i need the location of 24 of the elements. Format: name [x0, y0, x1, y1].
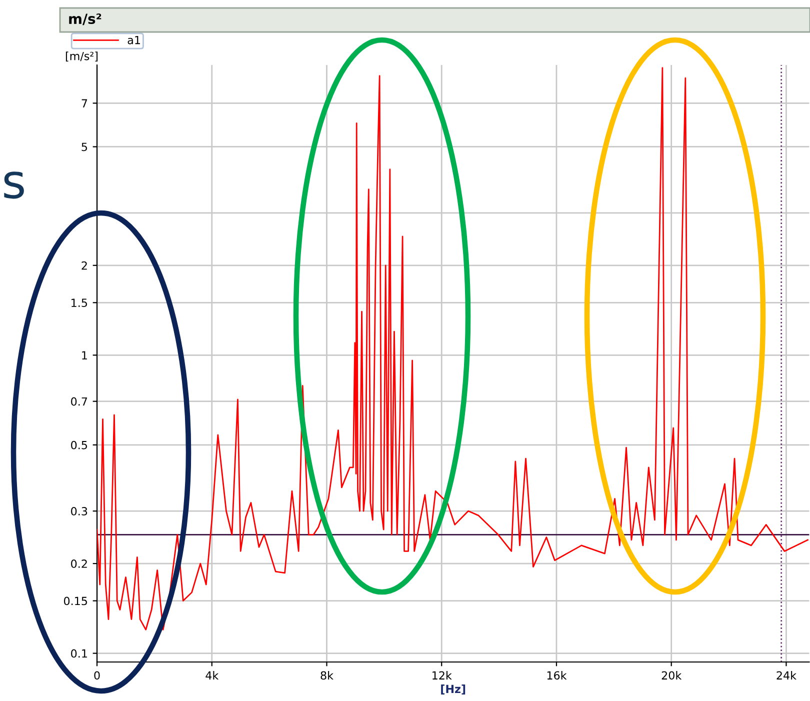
y-tick-label: 0.7	[71, 397, 88, 406]
x-tick-label: 4k	[206, 671, 219, 680]
y-tick-label: 0.2	[71, 560, 87, 568]
y-tick-label: 0.1	[71, 649, 87, 658]
y-tick-label: 0.3	[71, 507, 88, 516]
line-series	[97, 67, 808, 630]
x-axis-title: [Hz]	[441, 684, 466, 694]
x-tick-label: 0	[94, 671, 100, 680]
x-tick-label: 8k	[320, 671, 334, 680]
y-tick-label: 1.5	[72, 298, 87, 308]
y-axis-title: [m/s²]	[66, 52, 98, 62]
x-tick-label: 20k	[662, 671, 682, 680]
text: s	[4, 172, 24, 199]
y-tick-label: 1	[82, 351, 87, 360]
y-tick-label: 7	[82, 99, 88, 108]
x-tick-label: 16k	[547, 671, 567, 680]
chart-title: m/s²	[69, 14, 102, 26]
y-tick-label: 2	[82, 261, 87, 270]
y-tick-label: 0.15	[64, 596, 87, 606]
x-tick-label: 24k	[776, 671, 796, 680]
legend-label: a1	[128, 36, 140, 44]
x-tick-label: 12k	[432, 671, 452, 680]
y-tick-label: 5	[82, 142, 87, 152]
y-tick-label: 0.5	[71, 440, 87, 450]
